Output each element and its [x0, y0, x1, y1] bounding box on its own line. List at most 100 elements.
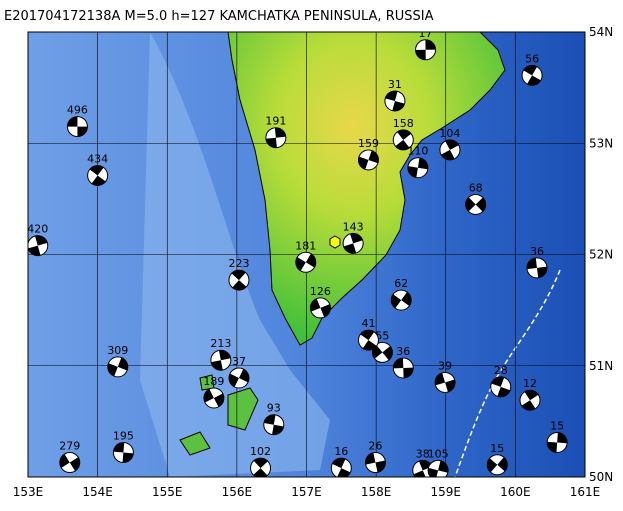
- x-tick-label: 153E: [13, 485, 44, 499]
- depth-label: 31: [388, 78, 402, 91]
- depth-label: 36: [396, 345, 410, 358]
- y-tick-label: 53N: [589, 136, 613, 150]
- depth-label: 56: [525, 52, 539, 65]
- depth-label: 223: [228, 257, 249, 270]
- depth-label: 68: [469, 181, 483, 194]
- depth-label: 17: [419, 27, 433, 40]
- depth-label: 143: [343, 220, 364, 233]
- ball-quadrant: [28, 235, 48, 256]
- beach-ball: 41: [357, 317, 379, 351]
- ball-quadrant: [358, 150, 379, 170]
- beach-ball: 39: [434, 359, 456, 393]
- beach-ball: 102: [250, 445, 271, 477]
- depth-label: 110: [407, 145, 428, 158]
- depth-label: 104: [439, 127, 460, 140]
- ball-quadrant: [415, 39, 436, 60]
- beach-ball: 16: [330, 445, 352, 477]
- beach-ball: 38: [412, 447, 434, 477]
- y-tick-label: 52N: [589, 248, 613, 262]
- trench: [454, 269, 561, 477]
- beach-ball: 37: [228, 355, 250, 389]
- ball-quadrant: [211, 350, 231, 371]
- ball-quadrant: [228, 368, 249, 387]
- depth-label: 279: [59, 440, 80, 453]
- ball-quadrant: [487, 457, 508, 473]
- ball-quadrant: [295, 253, 316, 271]
- depth-label: 28: [494, 364, 508, 377]
- beach-ball: 15: [486, 442, 508, 476]
- beach-ball: 56: [521, 52, 543, 86]
- ball-quadrant: [526, 257, 547, 278]
- beach-ball: 158: [392, 117, 414, 151]
- beach-ball: 31: [384, 78, 406, 112]
- ball-quadrant: [393, 357, 414, 378]
- ball-quadrant: [523, 65, 541, 86]
- ball-quadrant: [360, 330, 377, 351]
- beach-ball: 68: [465, 181, 487, 215]
- grid: [28, 32, 585, 477]
- beach-ball: 223: [228, 257, 250, 291]
- beach-ball: 126: [309, 285, 331, 319]
- x-tick-label: 158E: [361, 485, 392, 499]
- beach-ball: 191: [265, 115, 287, 149]
- depth-label: 41: [361, 317, 375, 330]
- x-tick-label: 156E: [222, 485, 253, 499]
- x-tick-label: 161E: [570, 485, 601, 499]
- ball-quadrant: [407, 157, 428, 178]
- depth-label: 12: [523, 377, 537, 390]
- frame: [27, 31, 586, 478]
- beach-ball: 279: [59, 440, 81, 474]
- depth-label: 496: [67, 104, 88, 117]
- ball-quadrant: [107, 357, 128, 377]
- epicenter: [329, 235, 341, 249]
- beach-ball: 496: [66, 104, 88, 138]
- ball-quadrant: [385, 90, 405, 111]
- beach-ball: 420: [28, 223, 48, 257]
- depth-label: 16: [334, 445, 348, 458]
- ball-quadrant: [203, 389, 224, 407]
- ball-quadrant: [332, 458, 351, 477]
- ball-quadrant: [310, 298, 331, 318]
- ball-quadrant: [441, 139, 459, 160]
- ball-quadrant: [265, 127, 286, 148]
- ball-quadrant: [428, 460, 449, 477]
- y-tick-label: 51N: [589, 359, 613, 373]
- beach-ball: 36: [392, 345, 414, 379]
- y-tick-label: 50N: [589, 470, 613, 484]
- beach-ball: 110: [407, 145, 429, 179]
- depth-label: 93: [267, 402, 281, 415]
- ball-quadrant: [365, 452, 386, 473]
- depth-label: 158: [393, 117, 414, 130]
- beach-ball: 36: [526, 245, 548, 279]
- beach-ball: 15: [546, 420, 568, 454]
- ball-quadrant: [391, 292, 412, 309]
- ball-quadrant: [491, 376, 511, 397]
- depth-label: 191: [265, 115, 286, 128]
- beach-ball: 104: [439, 127, 461, 161]
- x-tick-label: 157E: [291, 485, 322, 499]
- x-tick-label: 160E: [500, 485, 531, 499]
- x-tick-label: 154E: [82, 485, 113, 499]
- beach-ball: 181: [295, 239, 317, 273]
- ball-quadrant: [253, 458, 268, 477]
- x-tick-label: 159E: [431, 485, 462, 499]
- depth-label: 26: [368, 440, 382, 453]
- beach-ball: 189: [203, 375, 225, 409]
- ball-quadrant: [59, 454, 80, 472]
- beach-ball: 93: [263, 402, 285, 436]
- depth-label: 62: [394, 277, 408, 290]
- beach-ball: 159: [357, 137, 379, 171]
- ball-quadrant: [89, 165, 106, 186]
- beach-ball: 143: [342, 220, 364, 254]
- beach-ball: 17: [415, 27, 437, 61]
- ball-quadrant: [547, 432, 568, 453]
- beach-ball: 434: [87, 153, 109, 187]
- beach-ball: 195: [113, 430, 134, 464]
- beach-ball: 62: [390, 277, 412, 311]
- beach-ball: 12: [519, 377, 541, 411]
- beach-ball: 309: [107, 344, 129, 378]
- depth-label: 181: [295, 239, 316, 252]
- ball-quadrant: [231, 270, 247, 291]
